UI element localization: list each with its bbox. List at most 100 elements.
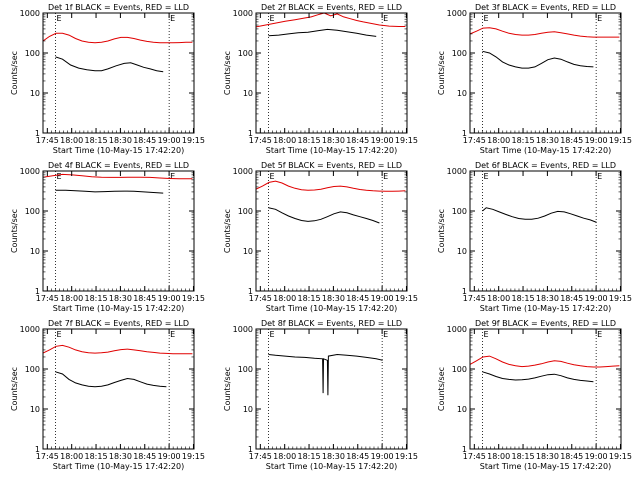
x-axis-label: Start Time (10-May-15 17:42:20) bbox=[480, 146, 611, 155]
panel-5: Det 5f BLACK = Events, RED = LLD E E 1 10 100… bbox=[223, 161, 418, 313]
marker-label: E bbox=[383, 172, 388, 181]
x-tick-label: 18:30 bbox=[536, 136, 559, 145]
marker-label: E bbox=[597, 14, 602, 23]
marker-label: E bbox=[170, 14, 175, 23]
panel-title: Det 3f BLACK = Events, RED = LLD bbox=[475, 3, 616, 12]
x-tick-label: 19:00 bbox=[158, 294, 181, 303]
plot-frame bbox=[255, 328, 408, 450]
y-tick-label: 1 bbox=[35, 445, 40, 454]
panel-title: Det 7f BLACK = Events, RED = LLD bbox=[48, 319, 189, 328]
marker-label: E bbox=[57, 14, 62, 23]
x-axis-label: Start Time (10-May-15 17:42:20) bbox=[266, 304, 397, 313]
x-tick-label: 18:15 bbox=[298, 294, 321, 303]
x-axis-label: Start Time (10-May-15 17:42:20) bbox=[266, 462, 397, 471]
panel-2: Det 2f BLACK = Events, RED = LLD E E 1 10 100… bbox=[223, 3, 418, 155]
series-lld-line bbox=[470, 355, 620, 368]
x-tick-label: 19:15 bbox=[182, 294, 205, 303]
x-tick-label: 19:15 bbox=[609, 136, 632, 145]
x-tick-label: 19:00 bbox=[585, 452, 608, 461]
x-tick-label: 18:30 bbox=[109, 294, 132, 303]
panel-7: Det 7f BLACK = Events, RED = LLD E E 1 10 100… bbox=[10, 319, 205, 471]
panel-title: Det 8f BLACK = Events, RED = LLD bbox=[261, 319, 402, 328]
y-axis-label: Counts/sec bbox=[437, 51, 446, 95]
y-tick-label: 1000 bbox=[233, 9, 253, 18]
plot-frame bbox=[469, 328, 622, 450]
x-tick-label: 19:00 bbox=[158, 136, 181, 145]
y-axis-label: Counts/sec bbox=[437, 367, 446, 411]
marker-label: E bbox=[170, 172, 175, 181]
x-tick-label: 18:45 bbox=[133, 294, 156, 303]
y-axis-label: Counts/sec bbox=[223, 51, 232, 95]
x-tick-label: 18:00 bbox=[273, 136, 296, 145]
y-tick-label: 10 bbox=[457, 405, 467, 414]
x-tick-label: 18:15 bbox=[85, 294, 108, 303]
x-tick-label: 19:00 bbox=[371, 452, 394, 461]
panel-8: Det 8f BLACK = Events, RED = LLD E E 1 10 100… bbox=[223, 319, 418, 471]
series-events-line bbox=[55, 371, 167, 388]
y-tick-label: 10 bbox=[243, 405, 253, 414]
x-axis-label: Start Time (10-May-15 17:42:20) bbox=[266, 146, 397, 155]
x-tick-label: 19:15 bbox=[609, 452, 632, 461]
x-tick-label: 17:45 bbox=[249, 294, 272, 303]
series-events-line bbox=[482, 50, 594, 69]
y-tick-label: 1000 bbox=[447, 167, 467, 176]
x-tick-label: 18:45 bbox=[346, 136, 369, 145]
x-tick-label: 19:00 bbox=[371, 136, 394, 145]
plot-frame bbox=[469, 12, 622, 134]
x-tick-label: 18:30 bbox=[322, 294, 345, 303]
y-tick-label: 1 bbox=[35, 287, 40, 296]
y-tick-label: 1 bbox=[248, 287, 253, 296]
panel-title: Det 6f BLACK = Events, RED = LLD bbox=[475, 161, 616, 170]
x-tick-label: 19:00 bbox=[585, 136, 608, 145]
plot-frame bbox=[42, 12, 195, 134]
panel-9: Det 9f BLACK = Events, RED = LLD E E 1 10 100… bbox=[437, 319, 632, 471]
x-tick-label: 18:15 bbox=[298, 452, 321, 461]
x-tick-label: 18:00 bbox=[487, 452, 510, 461]
y-tick-label: 10 bbox=[457, 247, 467, 256]
y-tick-label: 1000 bbox=[447, 325, 467, 334]
x-tick-label: 18:45 bbox=[560, 452, 583, 461]
series-lld-line bbox=[43, 32, 193, 44]
y-axis-label: Counts/sec bbox=[10, 367, 19, 411]
x-tick-label: 17:45 bbox=[36, 136, 59, 145]
panel-4: Det 4f BLACK = Events, RED = LLD E E 1 10 100… bbox=[10, 161, 205, 313]
x-tick-label: 18:30 bbox=[109, 136, 132, 145]
x-tick-label: 18:30 bbox=[109, 452, 132, 461]
panel-3: Det 3f BLACK = Events, RED = LLD E E 1 10 100… bbox=[437, 3, 632, 155]
x-tick-label: 19:15 bbox=[395, 294, 418, 303]
x-tick-label: 18:15 bbox=[85, 136, 108, 145]
marker-label: E bbox=[597, 172, 602, 181]
marker-label: E bbox=[484, 330, 489, 339]
x-tick-label: 18:30 bbox=[322, 136, 345, 145]
y-tick-label: 10 bbox=[243, 89, 253, 98]
y-tick-label: 100 bbox=[452, 49, 467, 58]
y-tick-label: 100 bbox=[238, 207, 253, 216]
x-tick-label: 19:00 bbox=[158, 452, 181, 461]
series-events-line bbox=[482, 371, 594, 383]
marker-label: E bbox=[270, 330, 275, 339]
x-tick-label: 19:00 bbox=[371, 294, 394, 303]
x-tick-label: 17:45 bbox=[463, 136, 486, 145]
x-tick-label: 18:00 bbox=[60, 452, 83, 461]
x-tick-label: 18:45 bbox=[560, 136, 583, 145]
x-tick-label: 18:00 bbox=[487, 294, 510, 303]
x-tick-label: 18:45 bbox=[346, 294, 369, 303]
series-lld-line bbox=[256, 180, 406, 192]
x-tick-label: 18:15 bbox=[85, 452, 108, 461]
series-events-line bbox=[55, 189, 164, 194]
x-tick-label: 18:30 bbox=[322, 452, 345, 461]
x-tick-label: 18:00 bbox=[487, 136, 510, 145]
x-tick-label: 17:45 bbox=[36, 294, 59, 303]
y-tick-label: 100 bbox=[238, 49, 253, 58]
x-tick-label: 19:15 bbox=[395, 452, 418, 461]
y-tick-label: 1000 bbox=[20, 167, 40, 176]
x-axis-label: Start Time (10-May-15 17:42:20) bbox=[480, 304, 611, 313]
series-events-line bbox=[268, 353, 383, 396]
x-tick-label: 17:45 bbox=[249, 452, 272, 461]
y-tick-label: 1 bbox=[462, 129, 467, 138]
x-tick-label: 18:00 bbox=[60, 294, 83, 303]
y-tick-label: 10 bbox=[457, 89, 467, 98]
x-tick-label: 18:45 bbox=[133, 452, 156, 461]
marker-label: E bbox=[484, 172, 489, 181]
